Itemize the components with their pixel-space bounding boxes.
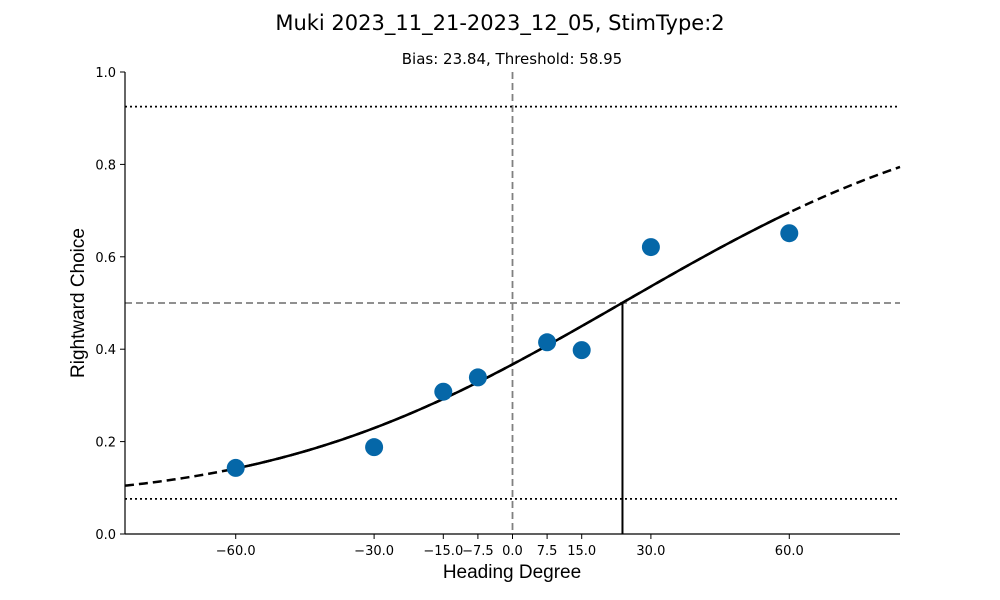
data-point bbox=[468, 368, 487, 387]
data-point bbox=[365, 438, 384, 457]
x-tick-label: −60.0 bbox=[216, 544, 256, 559]
data-point bbox=[538, 333, 557, 352]
chart-title: Muki 2023_11_21-2023_12_05, StimType:2 bbox=[275, 11, 724, 36]
data-point bbox=[434, 382, 453, 401]
fit-curve bbox=[235, 211, 790, 470]
y-tick-label: 0.4 bbox=[95, 343, 116, 358]
x-tick-label: 30.0 bbox=[636, 544, 665, 559]
y-tick-label: 0.0 bbox=[95, 528, 116, 543]
x-tick-label: −15.0 bbox=[423, 544, 463, 559]
x-tick-label: 0.0 bbox=[502, 544, 523, 559]
data-point bbox=[641, 238, 660, 257]
data-point bbox=[780, 224, 799, 243]
y-tick-label: 0.2 bbox=[95, 436, 116, 451]
x-axis-label: Heading Degree bbox=[443, 562, 581, 583]
y-tick-label: 1.0 bbox=[95, 66, 116, 81]
x-tick-label: −7.5 bbox=[462, 544, 494, 559]
y-tick-label: 0.6 bbox=[95, 251, 116, 266]
data-point bbox=[226, 458, 245, 477]
x-tick-label: 15.0 bbox=[567, 544, 596, 559]
y-axis-label: Rightward Choice bbox=[68, 228, 89, 378]
x-tick-label: −30.0 bbox=[354, 544, 394, 559]
data-point bbox=[572, 341, 591, 360]
y-tick-label: 0.8 bbox=[95, 158, 116, 173]
x-tick-label: 60.0 bbox=[775, 544, 804, 559]
plot-area: −60.0 −30.0 −15.0−7.5 0.0 7.5 15.0 30.0 60.0 0.0… bbox=[95, 66, 901, 559]
chart-subtitle: Bias: 23.84, Threshold: 58.95 bbox=[402, 50, 622, 68]
x-tick-label: 7.5 bbox=[537, 544, 558, 559]
